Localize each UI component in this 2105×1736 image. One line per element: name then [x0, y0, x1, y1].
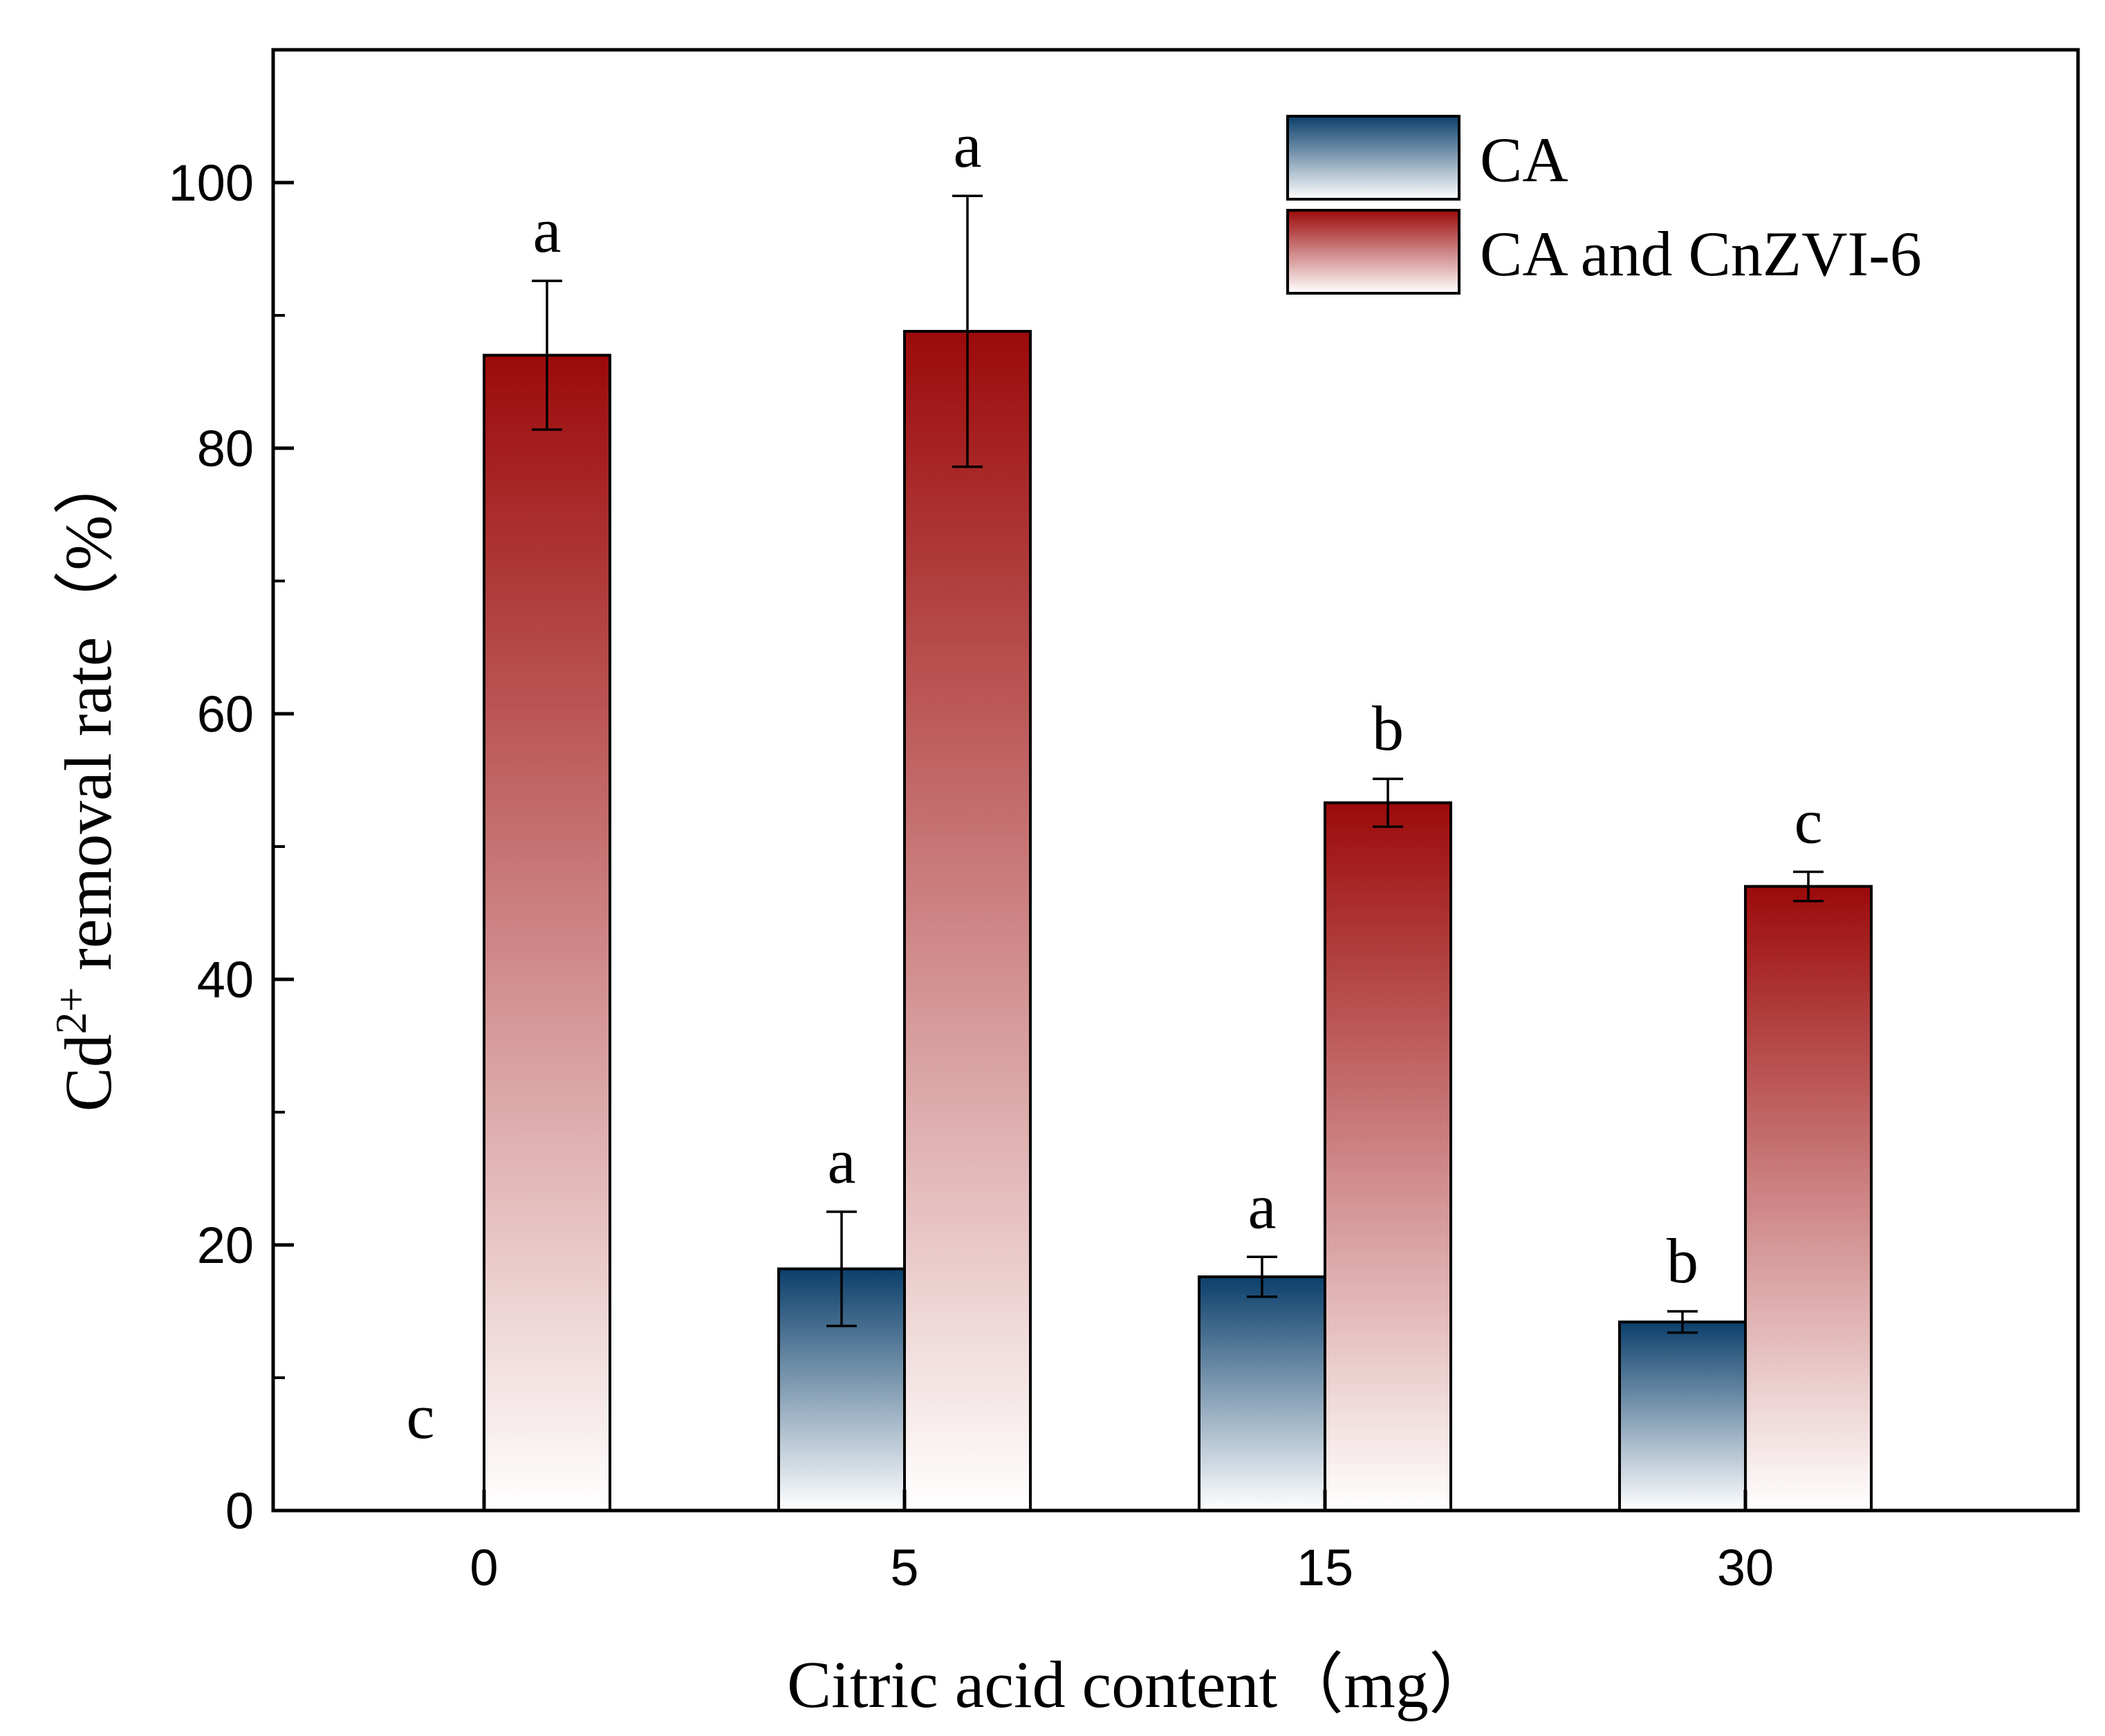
y-axis-title-superscript: 2+: [46, 987, 95, 1034]
bar-ca-15: [1198, 1275, 1326, 1512]
y-tick-label-20: 20: [197, 1217, 254, 1274]
bar-ca-30: [1618, 1320, 1747, 1512]
y-tick-label-0: 0: [225, 1482, 254, 1540]
y-axis-title-prefix: Cd: [51, 1034, 125, 1111]
significance-label-ca-30: b: [1667, 1226, 1698, 1296]
significance-label-ca-and-cnzvi-6-5: a: [954, 110, 982, 181]
y-axis-title-suffix: removal rate（%）: [51, 449, 125, 987]
y-tick-label-100: 100: [169, 154, 254, 212]
error-bar-ca-and-cnzvi-6-5: [952, 194, 983, 468]
x-tick-label-30: 30: [1717, 1539, 1774, 1596]
significance-labels-layer: c a a b a a b c: [407, 110, 1823, 1452]
error-bar-ca-and-cnzvi-6-30: [1793, 870, 1824, 903]
plot-frame: [271, 48, 2080, 1513]
significance-label-ca-and-cnzvi-6-0: a: [533, 195, 562, 266]
error-bar-ca-and-cnzvi-6-0: [532, 279, 562, 431]
y-axis-title: Cd2+ removal rate（%）: [46, 449, 125, 1111]
bar-ca-and-cnzvi-6-30: [1744, 885, 1873, 1512]
bar-ca-and-cnzvi-6-0: [483, 353, 611, 1512]
legend: CA CA and CnZVI-6: [1286, 115, 1922, 295]
x-tick-label-5: 5: [890, 1539, 918, 1596]
significance-label-ca-5: a: [828, 1126, 856, 1197]
legend-label-ca-cnzvi: CA and CnZVI-6: [1480, 219, 1922, 289]
bar-ca-and-cnzvi-6-5: [903, 330, 1032, 1512]
x-axis: 0 5 15 30: [470, 1490, 1774, 1596]
error-bar-ca-15: [1247, 1255, 1277, 1298]
legend-swatch-ca: [1286, 115, 1460, 201]
legend-label-ca: CA: [1480, 124, 1568, 195]
error-bar-ca-5: [826, 1210, 857, 1327]
error-bars-layer: [532, 194, 1824, 1334]
x-tick-label-0: 0: [470, 1539, 498, 1596]
significance-label-ca-and-cnzvi-6-15: b: [1372, 693, 1404, 764]
x-tick-label-15: 15: [1297, 1539, 1353, 1596]
error-bar-ca-and-cnzvi-6-15: [1373, 777, 1403, 828]
significance-label-ca-and-cnzvi-6-30: c: [1795, 786, 1823, 856]
error-bar-ca-30: [1667, 1310, 1698, 1334]
legend-swatch-ca-cnzvi: [1286, 209, 1460, 295]
bar-ca-and-cnzvi-6-15: [1324, 801, 1452, 1512]
y-tick-label-80: 80: [197, 420, 254, 477]
y-tick-label-40: 40: [197, 951, 254, 1008]
y-axis: 0 20 40 60 80 100: [169, 154, 294, 1540]
significance-label-ca-0: c: [407, 1381, 435, 1452]
y-tick-label-60: 60: [197, 685, 254, 743]
significance-label-ca-15: a: [1248, 1171, 1277, 1241]
x-axis-title: Citric acid content（mg）: [787, 1647, 1495, 1721]
bars-layer: [483, 330, 1873, 1513]
